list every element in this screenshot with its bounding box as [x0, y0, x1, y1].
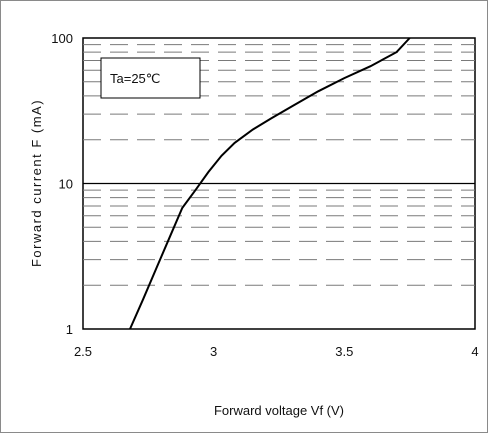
x-axis-label: Forward voltage Vf (V): [214, 403, 344, 418]
x-tick-label: 4: [471, 344, 478, 359]
x-tick-labels: 2.5 3 3.5 4: [74, 344, 479, 359]
x-tick-label: 3: [210, 344, 217, 359]
x-tick-label: 2.5: [74, 344, 92, 359]
series-line: [129, 37, 411, 330]
y-tick-label: 1: [66, 322, 73, 337]
y-tick-label: 100: [51, 31, 73, 46]
x-tick-label: 3.5: [335, 344, 353, 359]
y-axis-label: Forward current F (mA): [29, 99, 44, 267]
y-tick-labels: 1 10 100: [51, 31, 73, 337]
annotation-box: [100, 57, 201, 99]
y-tick-label: 10: [59, 177, 73, 192]
annotation-text: Ta=25℃: [110, 71, 160, 86]
